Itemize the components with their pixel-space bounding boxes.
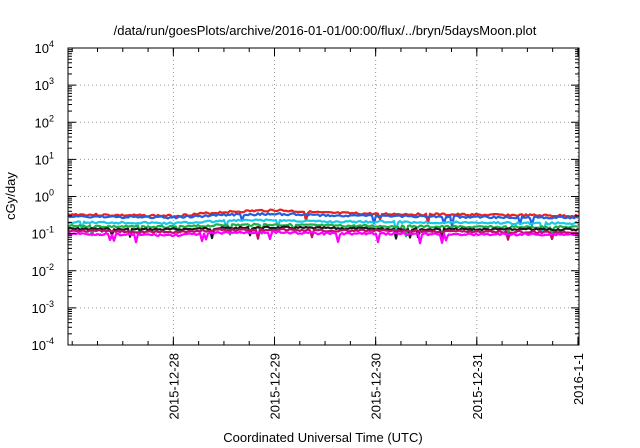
y-tick-label: 10-3 [32, 299, 54, 316]
chart-title: /data/run/goesPlots/archive/2016-01-01/0… [114, 23, 537, 38]
series-line-5 [67, 225, 579, 240]
series-line-1 [67, 208, 579, 225]
y-tick-label: 102 [35, 113, 54, 130]
grid-lines [68, 48, 579, 345]
y-tick-label: 100 [35, 188, 54, 205]
x-tick-label: 2016-1-1 [571, 353, 586, 405]
y-tick-label: 10-4 [32, 336, 54, 353]
x-axis-label: Coordinated Universal Time (UTC) [223, 430, 422, 445]
series-group [67, 208, 579, 245]
x-tick-label: 2015-12-31 [470, 353, 485, 420]
x-axis: 2015-12-28 2015-12-29 2015-12-30 2015-12-31… [71, 48, 586, 420]
x-tick-label: 2015-12-30 [369, 353, 384, 420]
y-tick-label: 10-2 [32, 262, 54, 279]
series-line-4 [67, 222, 579, 238]
series-line-6 [67, 227, 579, 241]
y-tick-label: 101 [35, 150, 54, 167]
series-line-2 [67, 212, 579, 228]
y-tick-label: 104 [35, 39, 54, 56]
y-tick-label: 10-1 [32, 225, 54, 242]
x-tick-label: 2015-12-28 [166, 353, 181, 420]
series-line-7 [67, 230, 579, 245]
y-axis-label: cGy/day [3, 172, 18, 220]
y-tick-label: 103 [35, 76, 54, 93]
x-tick-label: 2015-12-29 [268, 353, 283, 420]
series-line-3 [67, 218, 579, 233]
